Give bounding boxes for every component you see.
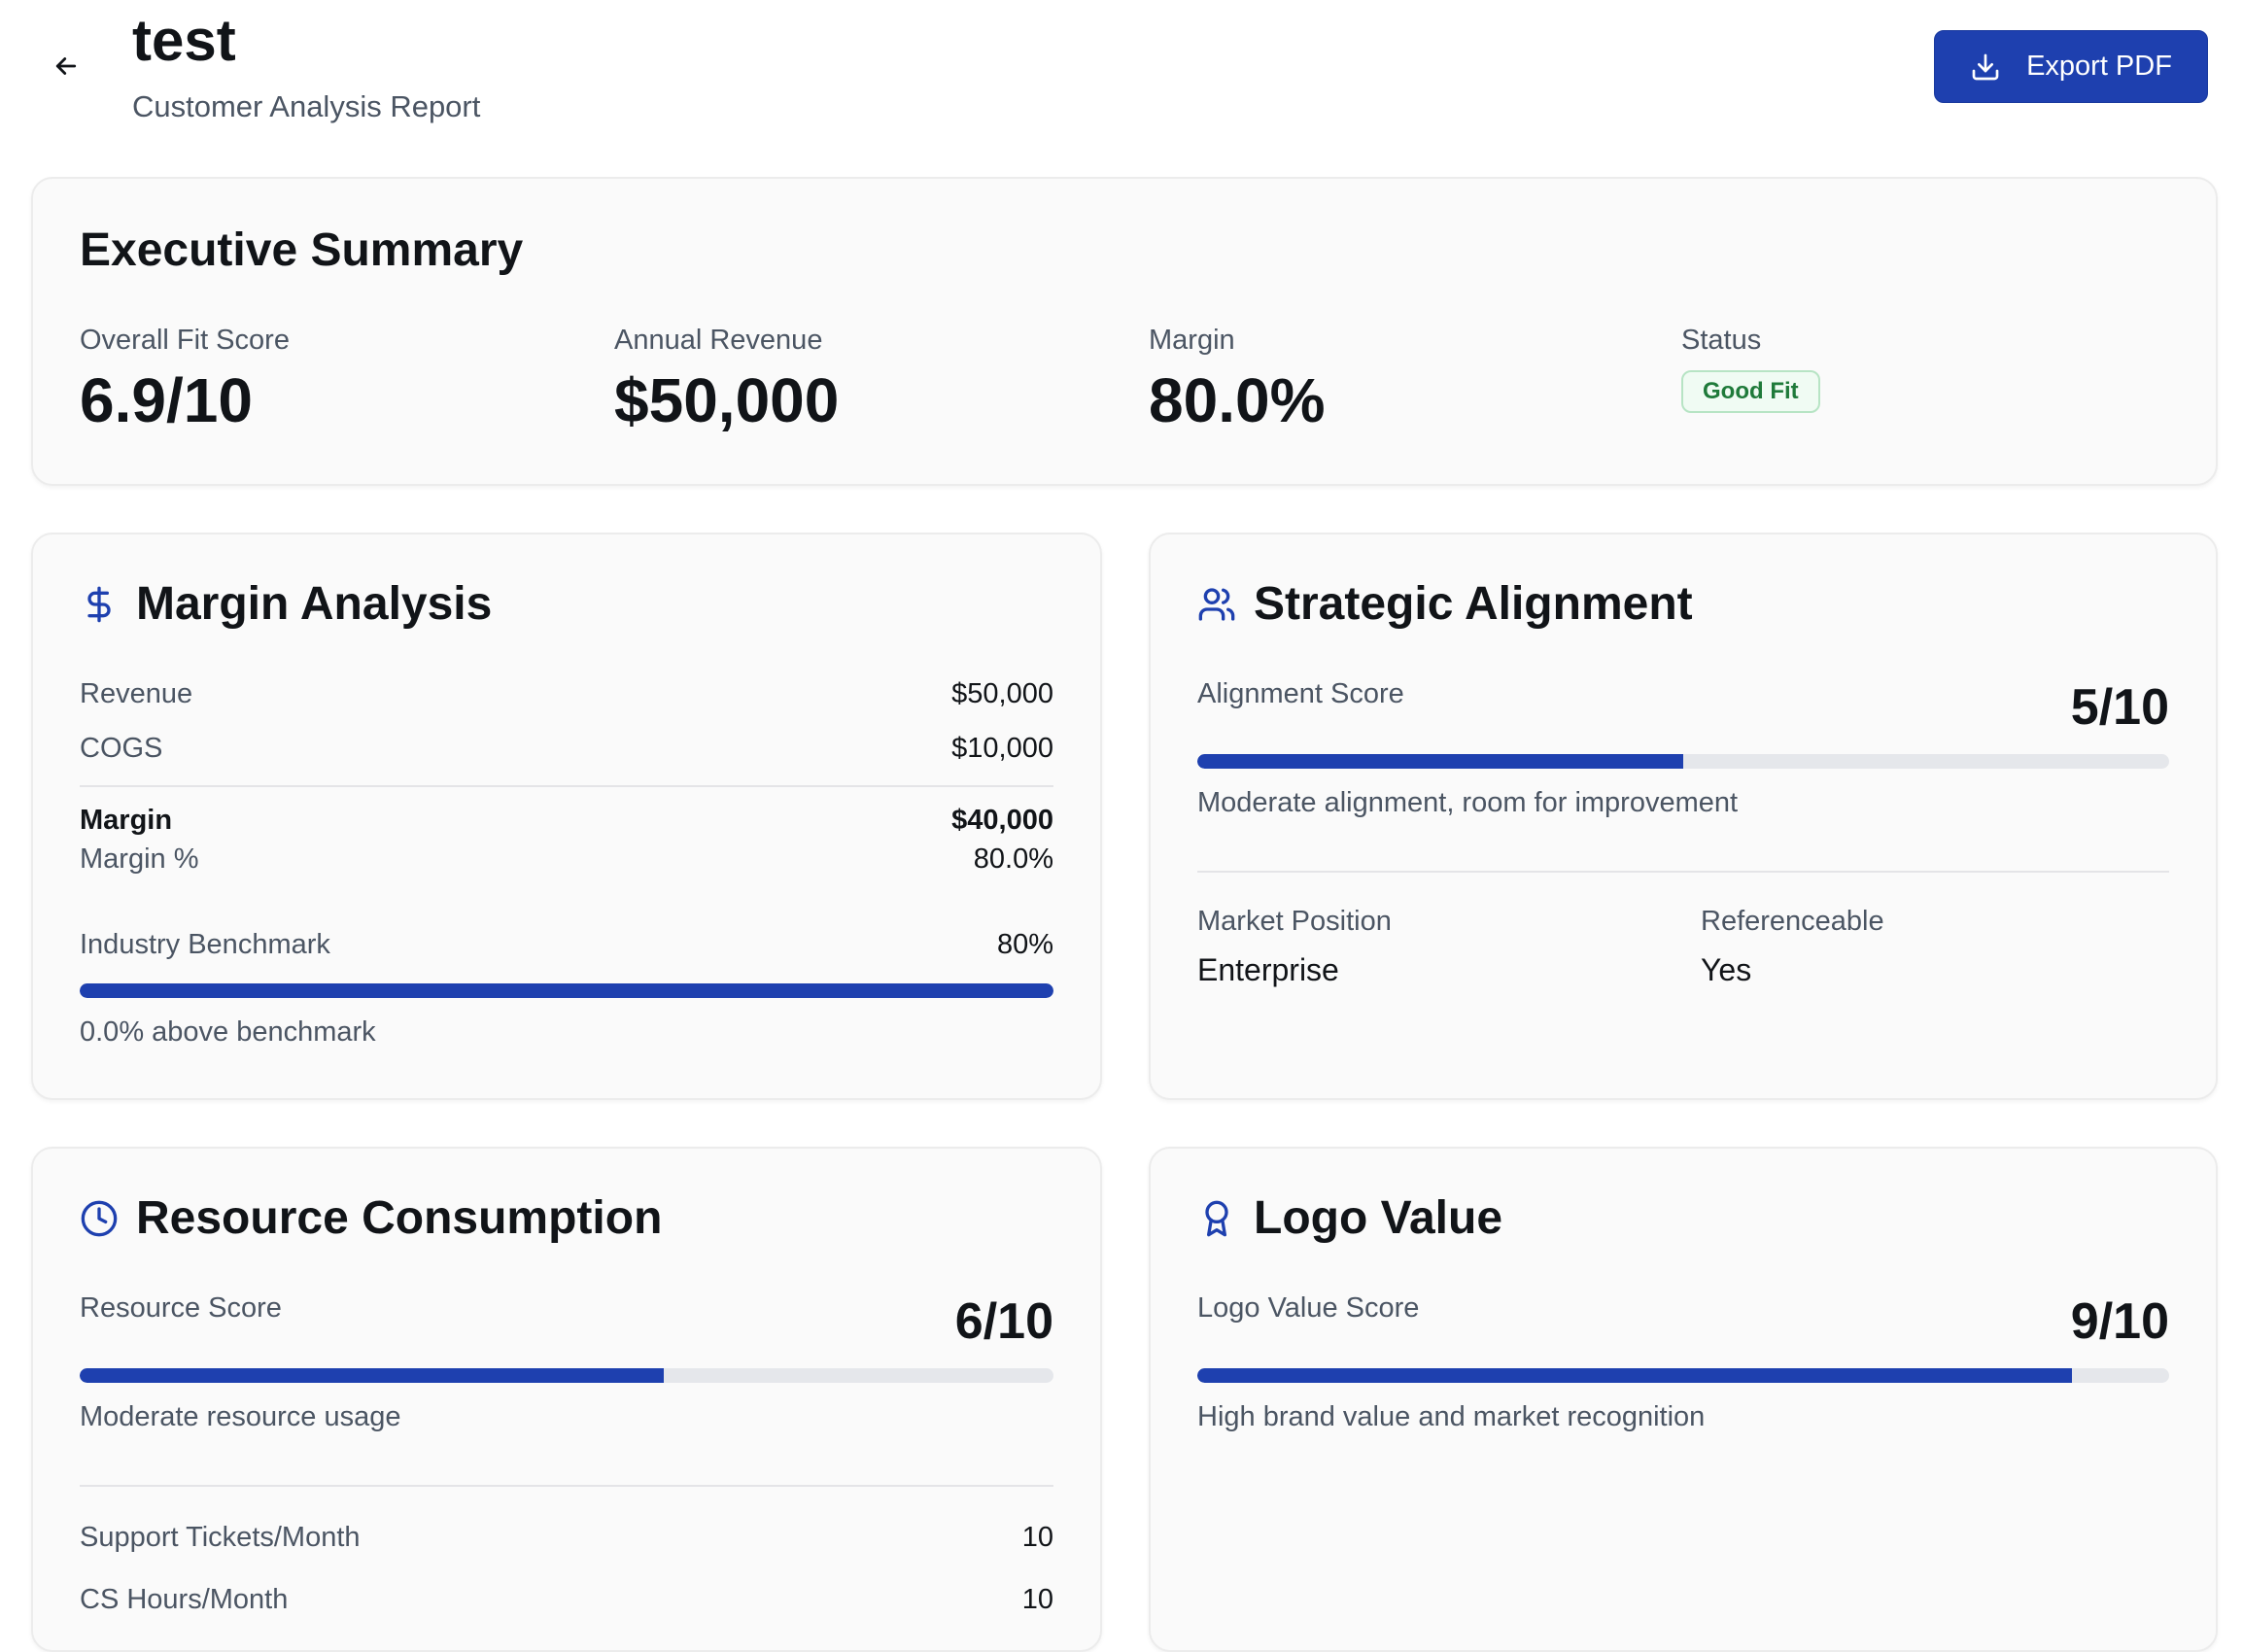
margin-percent-label: Margin % xyxy=(80,843,199,875)
page-subtitle: Customer Analysis Report xyxy=(132,89,481,123)
strategic-alignment-card: Strategic Alignment Alignment Score 5/10… xyxy=(1149,533,2218,1100)
logo-value-score-value: 9/10 xyxy=(2070,1293,2169,1350)
export-pdf-button[interactable]: Export PDF xyxy=(1934,30,2208,103)
download-icon xyxy=(1972,53,1999,80)
margin-analysis-card: Margin Analysis Revenue $50,000 COGS $10… xyxy=(31,533,1102,1100)
logo-value-title: Logo Value xyxy=(1254,1192,1503,1244)
cogs-value: $10,000 xyxy=(951,733,1053,764)
dollar-icon xyxy=(87,586,111,623)
users-icon xyxy=(1198,588,1235,621)
logo-value-progress-bar xyxy=(1197,1368,2169,1383)
benchmark-progress-bar xyxy=(80,983,1053,998)
back-button[interactable] xyxy=(47,47,86,86)
overall-fit-score-value: 6.9/10 xyxy=(80,365,253,435)
resource-progress-fill xyxy=(80,1368,665,1383)
strategic-alignment-title: Strategic Alignment xyxy=(1254,578,1693,630)
margin-divider xyxy=(80,785,1053,787)
revenue-label: Revenue xyxy=(80,678,193,709)
page-title: test xyxy=(132,8,236,73)
market-position-value: Enterprise xyxy=(1197,952,1339,987)
annual-revenue-label: Annual Revenue xyxy=(614,325,823,356)
executive-summary-title: Executive Summary xyxy=(80,224,524,276)
alignment-score-value: 5/10 xyxy=(2070,679,2169,736)
status-badge: Good Fit xyxy=(1681,370,1820,413)
margin-value: $40,000 xyxy=(951,805,1053,836)
alignment-score-label: Alignment Score xyxy=(1197,678,1404,709)
arrow-left-icon xyxy=(55,57,77,75)
cs-hours-value: 10 xyxy=(1021,1584,1053,1615)
overall-fit-score-label: Overall Fit Score xyxy=(80,325,290,356)
market-position-label: Market Position xyxy=(1197,906,1392,937)
referenceable-label: Referenceable xyxy=(1701,906,1884,937)
industry-benchmark-label: Industry Benchmark xyxy=(80,929,330,960)
resource-progress-bar xyxy=(80,1368,1053,1383)
industry-benchmark-value: 80% xyxy=(996,929,1053,960)
cs-hours-label: CS Hours/Month xyxy=(80,1584,289,1615)
executive-summary-card: Executive Summary xyxy=(31,177,2218,486)
referenceable-value: Yes xyxy=(1701,952,1752,987)
export-pdf-label: Export PDF xyxy=(2026,51,2172,82)
alignment-progress-fill xyxy=(1197,754,1683,769)
logo-value-note: High brand value and market recognition xyxy=(1197,1401,1706,1432)
logo-value-progress-fill xyxy=(1197,1368,2072,1383)
resource-consumption-title: Resource Consumption xyxy=(136,1192,663,1244)
margin-summary-label: Margin xyxy=(1149,325,1235,356)
margin-percent-value: 80.0% xyxy=(973,843,1053,875)
resource-note: Moderate resource usage xyxy=(80,1401,401,1432)
benchmark-progress-fill xyxy=(80,983,1053,998)
alignment-divider xyxy=(1197,871,2169,873)
revenue-value: $50,000 xyxy=(951,678,1053,709)
benchmark-note: 0.0% above benchmark xyxy=(80,1016,376,1048)
annual-revenue-value: $50,000 xyxy=(614,365,840,435)
logo-value-card: Logo Value Logo Value Score 9/10 High br… xyxy=(1149,1147,2218,1652)
margin-analysis-title: Margin Analysis xyxy=(136,578,493,630)
logo-value-score-label: Logo Value Score xyxy=(1197,1292,1420,1324)
alignment-note: Moderate alignment, room for improvement xyxy=(1197,787,1739,818)
margin-label: Margin xyxy=(80,805,173,836)
status-label: Status xyxy=(1681,325,1762,356)
resource-score-label: Resource Score xyxy=(80,1292,282,1324)
cogs-label: COGS xyxy=(80,733,163,764)
resource-consumption-card: Resource Consumption Resource Score 6/10… xyxy=(31,1147,1102,1652)
support-tickets-label: Support Tickets/Month xyxy=(80,1522,361,1553)
alignment-progress-bar xyxy=(1197,754,2169,769)
resource-divider xyxy=(80,1485,1053,1487)
margin-summary-value: 80.0% xyxy=(1149,365,1326,435)
page-header: test Customer Analysis Report Export PDF xyxy=(0,0,2243,165)
award-icon xyxy=(1205,1200,1228,1237)
clock-icon xyxy=(81,1200,118,1237)
resource-score-value: 6/10 xyxy=(954,1293,1053,1350)
support-tickets-value: 10 xyxy=(1021,1522,1053,1553)
